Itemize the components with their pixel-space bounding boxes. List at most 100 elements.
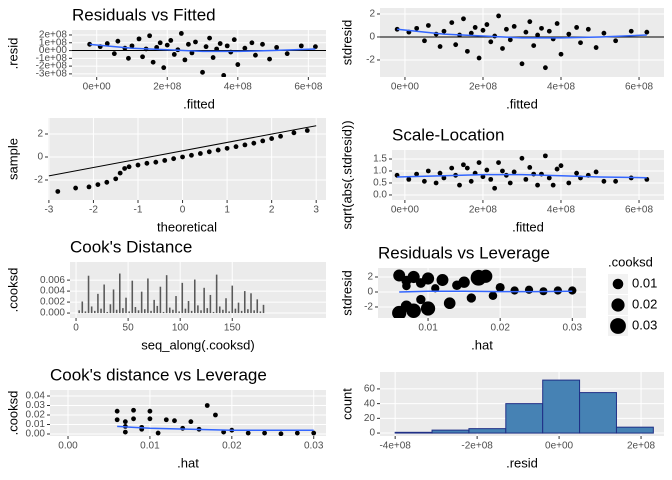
x-tick-label: -4e+08	[379, 441, 411, 452]
bar	[115, 309, 118, 314]
point	[464, 165, 470, 171]
point	[566, 180, 572, 186]
point	[200, 69, 205, 75]
point	[414, 171, 419, 177]
point	[162, 158, 168, 163]
point	[122, 429, 128, 435]
y-tick-label: 1.5	[373, 154, 387, 165]
point	[613, 178, 619, 184]
point	[496, 13, 501, 19]
point	[539, 25, 544, 31]
panel: -3 -2 -1 0 1 2 3 -2 0 2 theoretical sample	[5, 118, 326, 234]
point	[531, 171, 537, 177]
point	[523, 176, 529, 182]
point	[251, 140, 257, 146]
bar	[140, 291, 143, 314]
point	[407, 270, 420, 284]
y-axis-label: count	[339, 388, 354, 420]
point	[466, 293, 476, 303]
x-tick-label: 6e+08	[625, 82, 654, 93]
point	[207, 35, 212, 41]
histogram-bar	[579, 392, 617, 434]
point	[114, 408, 120, 414]
y-tick-label: 0.006	[40, 275, 65, 286]
bar	[218, 306, 221, 314]
y-tick-label: 2	[369, 9, 375, 20]
point	[231, 37, 237, 43]
point	[157, 40, 163, 46]
point	[153, 159, 159, 165]
bar	[112, 289, 115, 314]
point	[55, 189, 61, 194]
histogram-bar	[431, 429, 470, 434]
plot-area	[72, 30, 326, 77]
bar	[212, 311, 215, 314]
bar	[84, 311, 87, 314]
point	[500, 46, 505, 51]
legend-symbol	[610, 318, 626, 334]
reference-line	[48, 125, 317, 177]
point	[242, 45, 248, 51]
bar	[134, 307, 137, 314]
x-axis-label: .fitted	[183, 96, 215, 111]
point	[476, 55, 482, 61]
bar	[240, 310, 243, 314]
point	[140, 54, 145, 60]
point	[523, 29, 529, 35]
point	[644, 29, 650, 35]
point	[457, 182, 462, 188]
y-tick-label: -2	[34, 175, 43, 186]
panel-title: Scale-Location	[392, 125, 504, 144]
point	[204, 403, 210, 408]
point	[147, 408, 153, 414]
point	[553, 286, 563, 295]
y-tick-label: -3e+08	[36, 69, 68, 80]
point	[421, 178, 427, 184]
point	[189, 152, 194, 158]
y-tick-label: -2	[364, 302, 373, 313]
point	[558, 163, 564, 169]
point	[278, 431, 284, 436]
x-tick-label: 0.02	[222, 441, 242, 452]
y-tick-label: 0.0	[373, 190, 387, 201]
bar	[125, 297, 127, 314]
y-axis-label: .cooksd	[5, 391, 20, 436]
x-axis-label: .fitted	[512, 219, 544, 234]
point	[150, 59, 156, 65]
y-tick-label: 0.000	[40, 308, 65, 319]
point	[260, 41, 265, 47]
panel-background	[48, 118, 326, 200]
y-tick-label: 0.00	[26, 429, 46, 440]
histogram-bar	[468, 428, 507, 434]
bar	[250, 293, 252, 314]
point	[197, 151, 203, 156]
bar	[175, 296, 177, 314]
panel: 0e+00 2e+08 4e+08 6e+08 0.00.51.01.5 Scale-Lo…	[339, 120, 664, 234]
point	[566, 31, 572, 37]
smooth-line	[117, 425, 314, 431]
point	[228, 49, 234, 55]
point	[406, 176, 412, 182]
x-tick-label: 0.00	[58, 441, 78, 452]
y-axis-label: .cooksd	[5, 268, 20, 313]
bar	[178, 311, 180, 314]
panel: 0.01 0.02 0.03 -2 0 2 Residuals vs Leverage .ha…	[339, 243, 586, 352]
x-tick-label: 0.01	[140, 441, 160, 452]
point	[431, 284, 440, 293]
bar	[262, 304, 265, 314]
point	[144, 160, 150, 166]
point	[172, 418, 177, 424]
point	[554, 21, 560, 26]
point	[189, 50, 195, 56]
y-tick-label: 60	[364, 384, 376, 395]
point	[510, 286, 519, 295]
point	[136, 36, 142, 42]
point	[180, 154, 185, 160]
point	[406, 303, 421, 318]
point	[585, 26, 591, 32]
point	[242, 142, 248, 148]
point	[480, 27, 486, 33]
x-tick-label: 4e+08	[224, 82, 253, 93]
point	[519, 61, 525, 67]
